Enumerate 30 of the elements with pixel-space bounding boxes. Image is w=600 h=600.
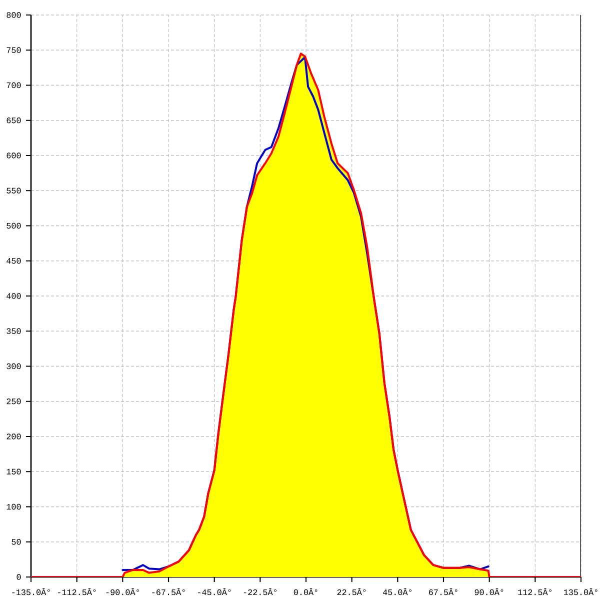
x-tick-label: -112.5Â°	[58, 588, 96, 596]
y-tick-label: 400	[6, 293, 21, 299]
x-tick-label: -135.0Â°	[12, 588, 50, 596]
y-tick-label: 600	[6, 152, 21, 158]
y-tick-label: 200	[6, 434, 21, 440]
y-tick-label: 0	[16, 574, 21, 580]
y-tick-label: 750	[6, 47, 21, 53]
y-tick-label: 700	[6, 82, 21, 88]
x-tick-label: 112.5Â°	[518, 588, 552, 596]
y-tick-label: 100	[6, 504, 21, 510]
x-tick-label: 135.0Â°	[564, 588, 598, 596]
x-tick-label: -45.0Â°	[198, 588, 231, 596]
y-tick-label: 150	[6, 468, 21, 474]
x-tick-label: 67.5Â°	[429, 588, 458, 596]
y-tick-label: 450	[6, 258, 21, 264]
y-tick-label: 500	[6, 222, 21, 229]
y-tick-label: 250	[6, 398, 21, 404]
x-tick-label: 45.0Â°	[382, 588, 412, 596]
x-tick-label: 0.0Â°	[294, 588, 318, 596]
y-tick-label: 50	[12, 539, 21, 545]
x-tick-label: -22.5Â°	[244, 588, 276, 596]
y-tick-label: 300	[6, 363, 21, 370]
y-tick-label: 550	[6, 188, 21, 194]
y-tick-label: 350	[6, 328, 21, 334]
x-tick-label: -67.5Â°	[152, 588, 185, 596]
y-tick-label: 650	[6, 118, 21, 124]
y-tick-label: 800	[6, 12, 21, 18]
x-tick-label: 90.0Â°	[474, 588, 504, 596]
x-tick-label: 22.5Â°	[337, 588, 366, 596]
x-tick-label: -90.0Â°	[106, 588, 139, 596]
